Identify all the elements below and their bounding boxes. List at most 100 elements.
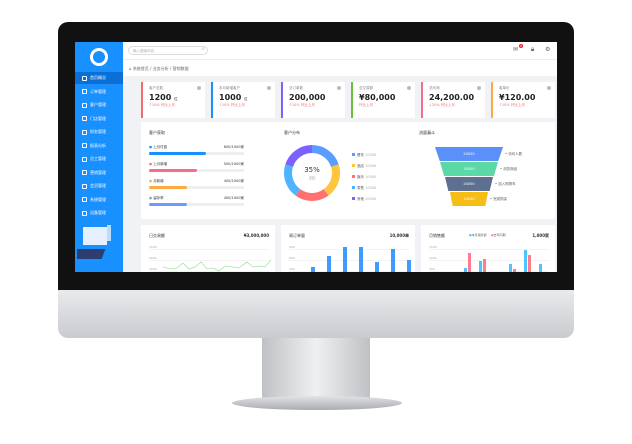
bar[interactable] bbox=[528, 254, 531, 272]
y-tick: 3000 bbox=[149, 267, 269, 272]
bar[interactable] bbox=[327, 256, 331, 272]
chart-title: 日交易额 bbox=[149, 233, 165, 238]
y-tick: 600 bbox=[289, 256, 409, 261]
donut-slice[interactable] bbox=[323, 164, 340, 196]
sidebar-item[interactable]: 门店管理 bbox=[75, 113, 123, 125]
info-icon[interactable] bbox=[407, 86, 411, 90]
bar[interactable] bbox=[524, 250, 527, 272]
sidebar-item[interactable]: 系统管理 bbox=[75, 194, 123, 206]
stat-trend: ↑10% 环比上月 bbox=[219, 103, 245, 107]
bar[interactable] bbox=[359, 246, 363, 272]
bar[interactable] bbox=[391, 248, 395, 272]
bar[interactable] bbox=[509, 263, 512, 272]
y-tick: 500 bbox=[429, 267, 549, 272]
sidebar-item[interactable]: 财务管理 bbox=[75, 126, 123, 138]
funnel-label: • 访问人数 bbox=[505, 152, 523, 156]
info-icon[interactable] bbox=[337, 86, 341, 90]
sidebar-item[interactable]: 首页概况 bbox=[75, 72, 123, 84]
donut-slice[interactable] bbox=[285, 145, 313, 168]
breadcrumb: ⌂ 系统首页 / 业务分析 / 营销数据 bbox=[123, 59, 557, 76]
sidebar-item[interactable]: 设备管理 bbox=[75, 207, 123, 219]
breadcrumb-item[interactable]: 业务分析 bbox=[152, 66, 169, 71]
stat-card[interactable]: 总订单数 200,000 ↑10% 环比上月 bbox=[281, 82, 345, 118]
funnel-stage[interactable]: 10000 bbox=[450, 192, 488, 206]
chart-total: ¥3,000,000 bbox=[243, 233, 269, 238]
stat-card[interactable]: 本月新增客户 1000 位 ↑10% 环比上月 bbox=[211, 82, 275, 118]
sidebar-item[interactable]: 员工管理 bbox=[75, 153, 123, 165]
bar[interactable] bbox=[483, 259, 486, 272]
stat-trend: 环比上月 bbox=[359, 103, 373, 107]
legend-item[interactable]: ●本月销售额 bbox=[469, 233, 487, 237]
stat-card[interactable]: 客单价 ¥120.00 ↑10% 环比上月 bbox=[491, 82, 555, 118]
sidebar-item[interactable]: 客户管理 bbox=[75, 99, 123, 111]
legend-item[interactable]: ●去年同期 bbox=[491, 233, 506, 237]
legend-label: 娱乐 bbox=[357, 175, 364, 179]
bar[interactable] bbox=[343, 246, 347, 272]
legend-label: 酒店 bbox=[357, 164, 364, 168]
sidebar-item[interactable]: 营销管理 bbox=[75, 167, 123, 179]
legend-item[interactable]: 酒店 10000 bbox=[352, 164, 376, 169]
progress-value: 500/1000家 bbox=[223, 162, 244, 166]
bar[interactable] bbox=[464, 268, 467, 272]
legend-label: 零售 bbox=[357, 186, 364, 190]
info-icon[interactable] bbox=[477, 86, 481, 90]
stat-card[interactable]: 客户总数 1200 位 ↑10% 环比上月 bbox=[141, 82, 205, 118]
stat-card[interactable]: 总利润 24,200.00 ↓20% 环比上月 bbox=[421, 82, 485, 118]
bar[interactable] bbox=[513, 269, 516, 272]
progress-fill bbox=[149, 169, 197, 172]
bar[interactable] bbox=[407, 260, 411, 272]
stat-trend: ↑10% 环比上月 bbox=[499, 103, 525, 107]
sidebar-item[interactable]: 订单管理 bbox=[75, 86, 123, 98]
sidebar-item[interactable]: 会员管理 bbox=[75, 180, 123, 192]
funnel-stage[interactable]: 20000 bbox=[445, 177, 493, 191]
breadcrumb-item[interactable]: 系统首页 bbox=[132, 66, 149, 71]
legend-label: 餐饮 bbox=[357, 153, 364, 157]
bar[interactable] bbox=[311, 267, 315, 272]
funnel-stage[interactable]: 20000 bbox=[440, 162, 498, 176]
lock-icon[interactable]: 🔒︎ bbox=[531, 46, 535, 53]
chart-panel: 月销售额 1,000家 1500 1000 500 ●本月销售额 ●去年同期 bbox=[421, 225, 555, 272]
sidebar-item-label: 门店管理 bbox=[90, 115, 106, 121]
sidebar-item[interactable]: 报表分析 bbox=[75, 140, 123, 152]
stat-label: 客单价 bbox=[499, 86, 510, 90]
funnel-stage[interactable]: 20000 bbox=[435, 147, 503, 161]
menu-icon bbox=[82, 170, 87, 175]
bell-icon[interactable]: ✉ bbox=[513, 46, 519, 53]
info-icon[interactable] bbox=[547, 86, 551, 90]
info-icon[interactable] bbox=[197, 86, 201, 90]
bar[interactable] bbox=[468, 252, 471, 272]
legend-item[interactable]: 餐饮 10000 bbox=[352, 153, 376, 158]
bar[interactable] bbox=[539, 263, 542, 272]
gear-icon[interactable]: ⚙ bbox=[545, 46, 551, 53]
stat-value: 24,200.00 bbox=[429, 93, 475, 102]
stat-value: 1200 bbox=[149, 93, 172, 102]
search-input[interactable]: 输入搜索内容 bbox=[128, 46, 208, 55]
legend-item[interactable]: 零售 10000 bbox=[352, 186, 376, 191]
progress-fill bbox=[149, 152, 206, 155]
legend-item[interactable]: 娱乐 10000 bbox=[352, 175, 376, 180]
legend-item[interactable]: 其他 10000 bbox=[352, 197, 376, 202]
chart-panel: 周订单量 10,000单 900 600 300 bbox=[281, 225, 415, 272]
bar[interactable] bbox=[375, 261, 379, 272]
sidebar-item-label: 系统管理 bbox=[90, 196, 106, 202]
menu-icon bbox=[82, 116, 87, 121]
notification-badge: 2 bbox=[519, 44, 523, 48]
donut-slice[interactable] bbox=[295, 189, 329, 201]
search-icon[interactable]: ⌕ bbox=[202, 46, 205, 52]
line-chart bbox=[163, 259, 272, 272]
info-icon[interactable] bbox=[267, 86, 271, 90]
chart-title: 月销售额 bbox=[429, 233, 445, 238]
progress-value: 600/1000家 bbox=[223, 145, 244, 149]
illustration bbox=[77, 225, 111, 259]
stat-card[interactable]: 总交易额 ¥80,000 环比上月 bbox=[351, 82, 415, 118]
y-tick: 300 bbox=[289, 267, 409, 272]
monitor-chin bbox=[58, 290, 574, 338]
menu-icon bbox=[82, 197, 87, 202]
donut-slice[interactable] bbox=[284, 164, 301, 196]
bar[interactable] bbox=[479, 261, 482, 272]
stat-unit: 位 bbox=[244, 97, 248, 101]
y-tick: 1000 bbox=[429, 256, 549, 261]
progress-fill bbox=[149, 186, 187, 189]
progress-value: 400/1000家 bbox=[223, 196, 244, 200]
donut-slice[interactable] bbox=[311, 145, 339, 168]
